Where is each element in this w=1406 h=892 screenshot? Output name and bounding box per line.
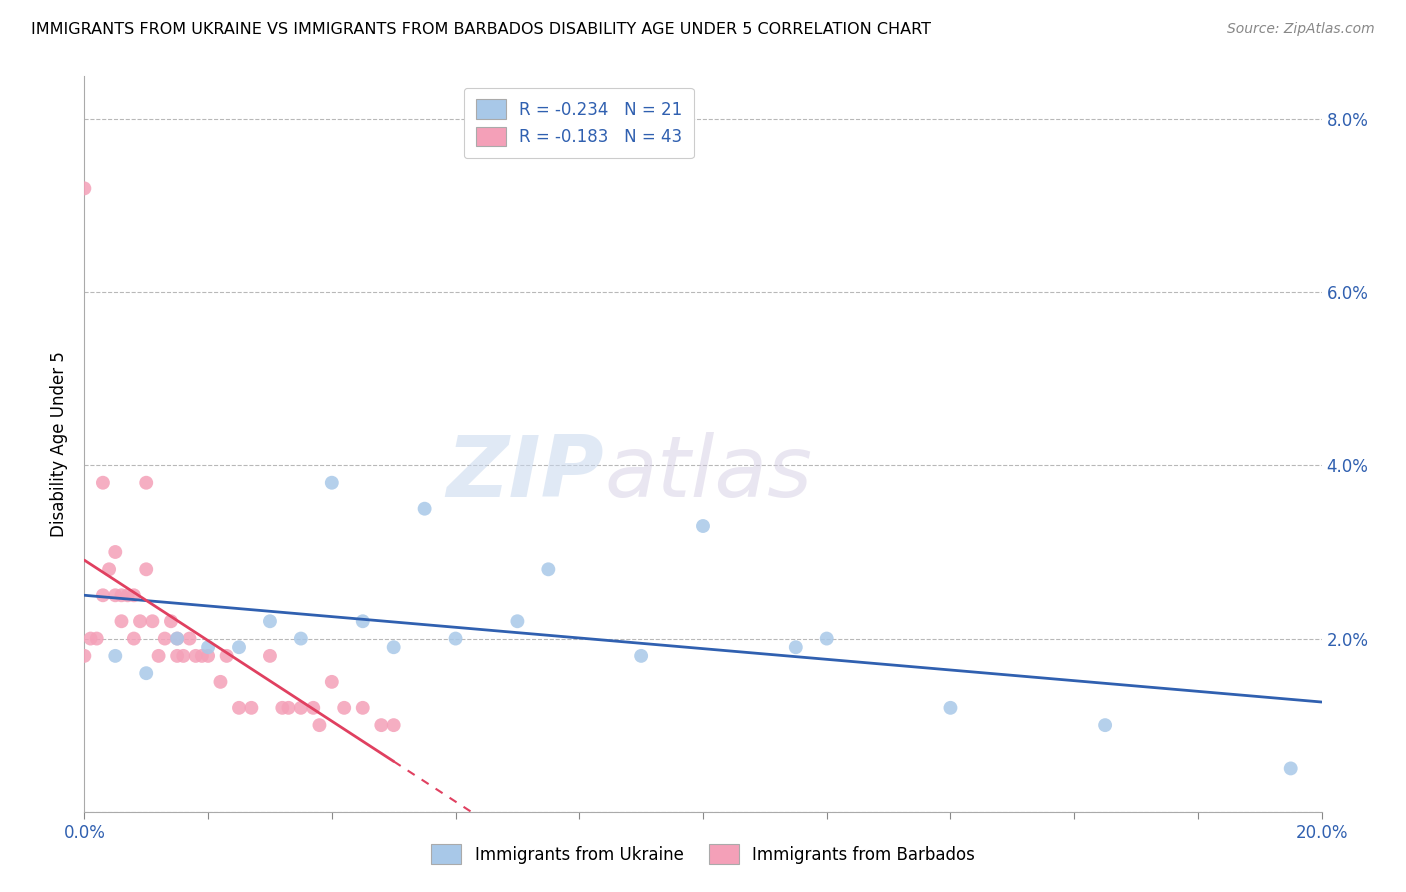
Point	[277, 701, 299, 715]
Point	[352, 614, 374, 628]
Point	[166, 648, 188, 663]
Point	[191, 648, 214, 663]
Point	[308, 718, 330, 732]
Point	[382, 640, 405, 655]
Text: ZIP: ZIP	[446, 432, 605, 515]
Point	[141, 614, 163, 628]
Point	[209, 674, 232, 689]
Point	[135, 562, 157, 576]
Text: Source: ZipAtlas.com: Source: ZipAtlas.com	[1227, 22, 1375, 37]
Text: atlas: atlas	[605, 432, 813, 515]
Point	[1279, 761, 1302, 775]
Point	[290, 632, 312, 646]
Point	[333, 701, 356, 715]
Point	[197, 640, 219, 655]
Point	[117, 588, 139, 602]
Point	[179, 632, 201, 646]
Point	[166, 632, 188, 646]
Point	[86, 632, 108, 646]
Point	[444, 632, 467, 646]
Point	[413, 501, 436, 516]
Point	[104, 588, 127, 602]
Point	[197, 648, 219, 663]
Point	[148, 648, 170, 663]
Point	[382, 718, 405, 732]
Legend: R = -0.234   N = 21, R = -0.183   N = 43: R = -0.234 N = 21, R = -0.183 N = 43	[464, 87, 693, 158]
Legend: Immigrants from Ukraine, Immigrants from Barbados: Immigrants from Ukraine, Immigrants from…	[425, 838, 981, 871]
Point	[110, 614, 132, 628]
Point	[370, 718, 392, 732]
Point	[104, 648, 127, 663]
Point	[215, 648, 238, 663]
Point	[271, 701, 294, 715]
Point	[160, 614, 183, 628]
Point	[352, 701, 374, 715]
Point	[122, 588, 145, 602]
Point	[785, 640, 807, 655]
Point	[122, 632, 145, 646]
Point	[290, 701, 312, 715]
Point	[166, 632, 188, 646]
Point	[129, 614, 152, 628]
Point	[91, 588, 114, 602]
Point	[321, 475, 343, 490]
Point	[228, 701, 250, 715]
Point	[815, 632, 838, 646]
Point	[110, 588, 132, 602]
Point	[98, 562, 121, 576]
Point	[79, 632, 101, 646]
Point	[104, 545, 127, 559]
Point	[135, 666, 157, 681]
Point	[73, 181, 96, 195]
Point	[259, 648, 281, 663]
Point	[630, 648, 652, 663]
Point	[537, 562, 560, 576]
Y-axis label: Disability Age Under 5: Disability Age Under 5	[51, 351, 69, 537]
Point	[1094, 718, 1116, 732]
Point	[73, 648, 96, 663]
Point	[321, 674, 343, 689]
Point	[172, 648, 194, 663]
Point	[692, 519, 714, 533]
Point	[240, 701, 263, 715]
Point	[228, 640, 250, 655]
Point	[939, 701, 962, 715]
Point	[302, 701, 325, 715]
Point	[153, 632, 176, 646]
Point	[259, 614, 281, 628]
Text: IMMIGRANTS FROM UKRAINE VS IMMIGRANTS FROM BARBADOS DISABILITY AGE UNDER 5 CORRE: IMMIGRANTS FROM UKRAINE VS IMMIGRANTS FR…	[31, 22, 931, 37]
Point	[135, 475, 157, 490]
Point	[91, 475, 114, 490]
Point	[506, 614, 529, 628]
Point	[184, 648, 207, 663]
